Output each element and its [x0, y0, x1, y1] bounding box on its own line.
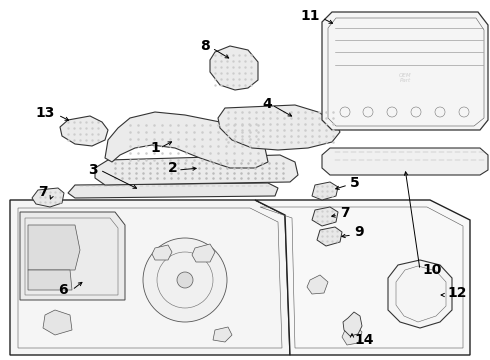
Polygon shape [388, 260, 452, 328]
Polygon shape [210, 46, 258, 90]
Polygon shape [322, 148, 488, 175]
Polygon shape [28, 225, 80, 270]
Polygon shape [312, 182, 338, 200]
Polygon shape [28, 270, 72, 290]
Text: 2: 2 [168, 161, 178, 175]
Text: 12: 12 [447, 286, 466, 300]
Text: OEM
Part: OEM Part [399, 73, 411, 84]
Polygon shape [20, 212, 125, 300]
Text: 7: 7 [340, 206, 350, 220]
Polygon shape [322, 12, 488, 130]
Polygon shape [10, 200, 290, 355]
Polygon shape [342, 325, 362, 345]
Polygon shape [105, 112, 268, 168]
Text: 7: 7 [38, 185, 48, 199]
Polygon shape [343, 312, 362, 336]
Text: 11: 11 [300, 9, 320, 23]
Text: 5: 5 [350, 176, 360, 190]
Polygon shape [152, 245, 172, 260]
Text: 14: 14 [354, 333, 373, 347]
Text: 6: 6 [58, 283, 68, 297]
Polygon shape [43, 310, 72, 335]
Polygon shape [312, 207, 338, 226]
Polygon shape [60, 116, 108, 146]
Polygon shape [192, 244, 215, 262]
Text: 3: 3 [88, 163, 98, 177]
Polygon shape [32, 188, 64, 207]
Polygon shape [68, 183, 278, 198]
Circle shape [143, 238, 227, 322]
Polygon shape [307, 275, 328, 294]
Polygon shape [213, 327, 232, 342]
Text: 1: 1 [150, 141, 160, 155]
Text: 13: 13 [36, 106, 55, 120]
Text: 9: 9 [354, 225, 364, 239]
Polygon shape [218, 105, 340, 150]
Text: 4: 4 [262, 97, 272, 111]
Polygon shape [255, 200, 470, 355]
Text: 8: 8 [200, 39, 210, 53]
Text: 10: 10 [422, 263, 441, 277]
Polygon shape [95, 155, 298, 185]
Circle shape [177, 272, 193, 288]
Polygon shape [317, 227, 342, 246]
